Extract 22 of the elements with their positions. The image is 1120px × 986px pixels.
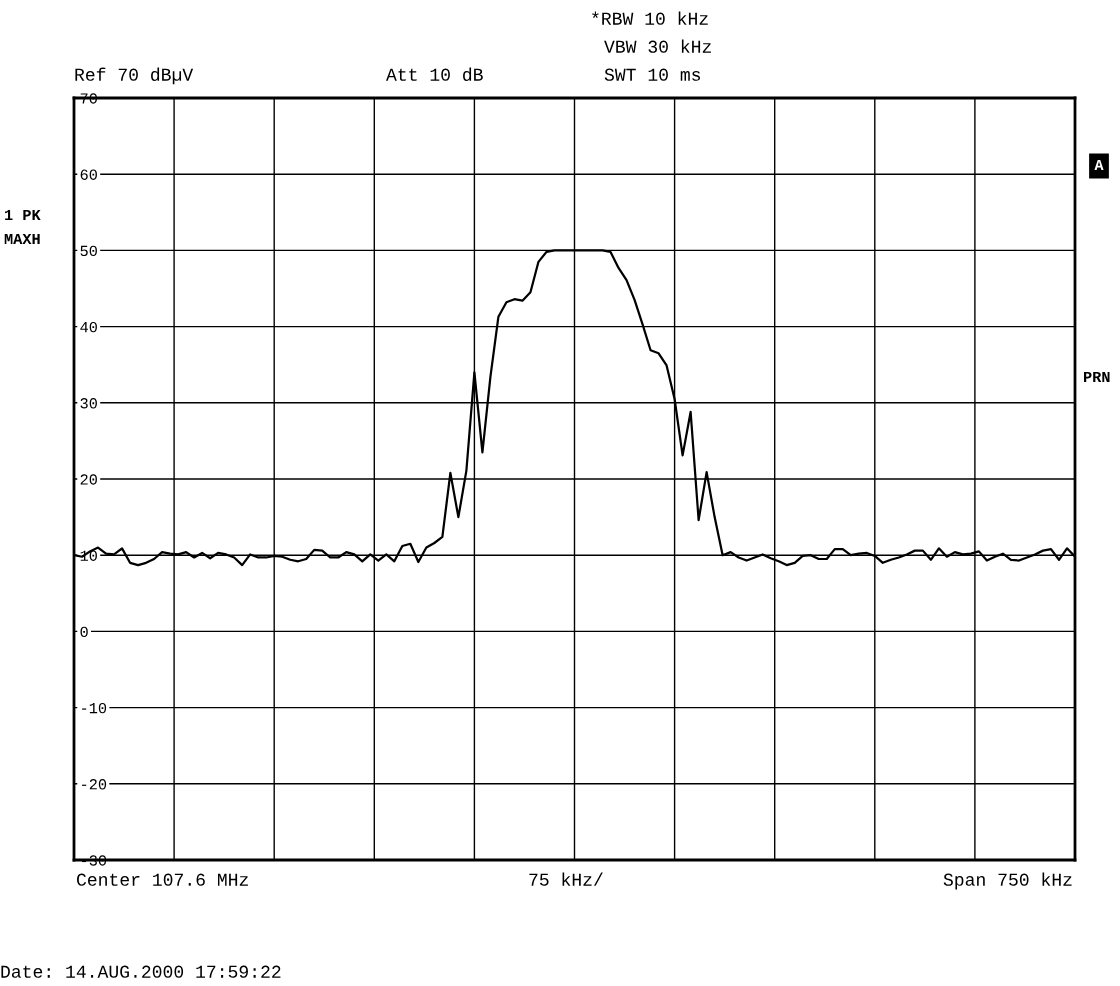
text: Att 10 dB [386, 67, 483, 81]
text: Date: 14.AUG.2000 17:59:22 [1, 965, 281, 978]
y-tick-label: 60 [80, 169, 97, 180]
text: 75 kHz/ [529, 872, 603, 886]
y-tick-label: 40 [80, 321, 97, 333]
y-tick-label: 0 [80, 626, 88, 638]
text: A [1094, 159, 1104, 170]
text: 1 PK [5, 209, 41, 220]
text: MAXH [4, 233, 40, 244]
text: *RBW 10 kHz [592, 11, 708, 25]
text: Ref 70 dBµV [75, 67, 194, 85]
text: VBW 30 kHz [604, 39, 711, 53]
text: Center 107.6 MHz [77, 873, 248, 886]
y-tick-label: 10 [80, 550, 97, 561]
text: PRN [1084, 371, 1110, 382]
y-tick-label: -20 [82, 779, 107, 790]
text: SWT 10 ms [604, 68, 701, 81]
y-tick-label: -10 [82, 702, 107, 714]
y-tick-label: 50 [80, 245, 97, 257]
y-tick-label: 30 [80, 398, 97, 409]
text: Span 750 kHz [943, 872, 1072, 890]
y-tick-label: 20 [80, 474, 97, 485]
